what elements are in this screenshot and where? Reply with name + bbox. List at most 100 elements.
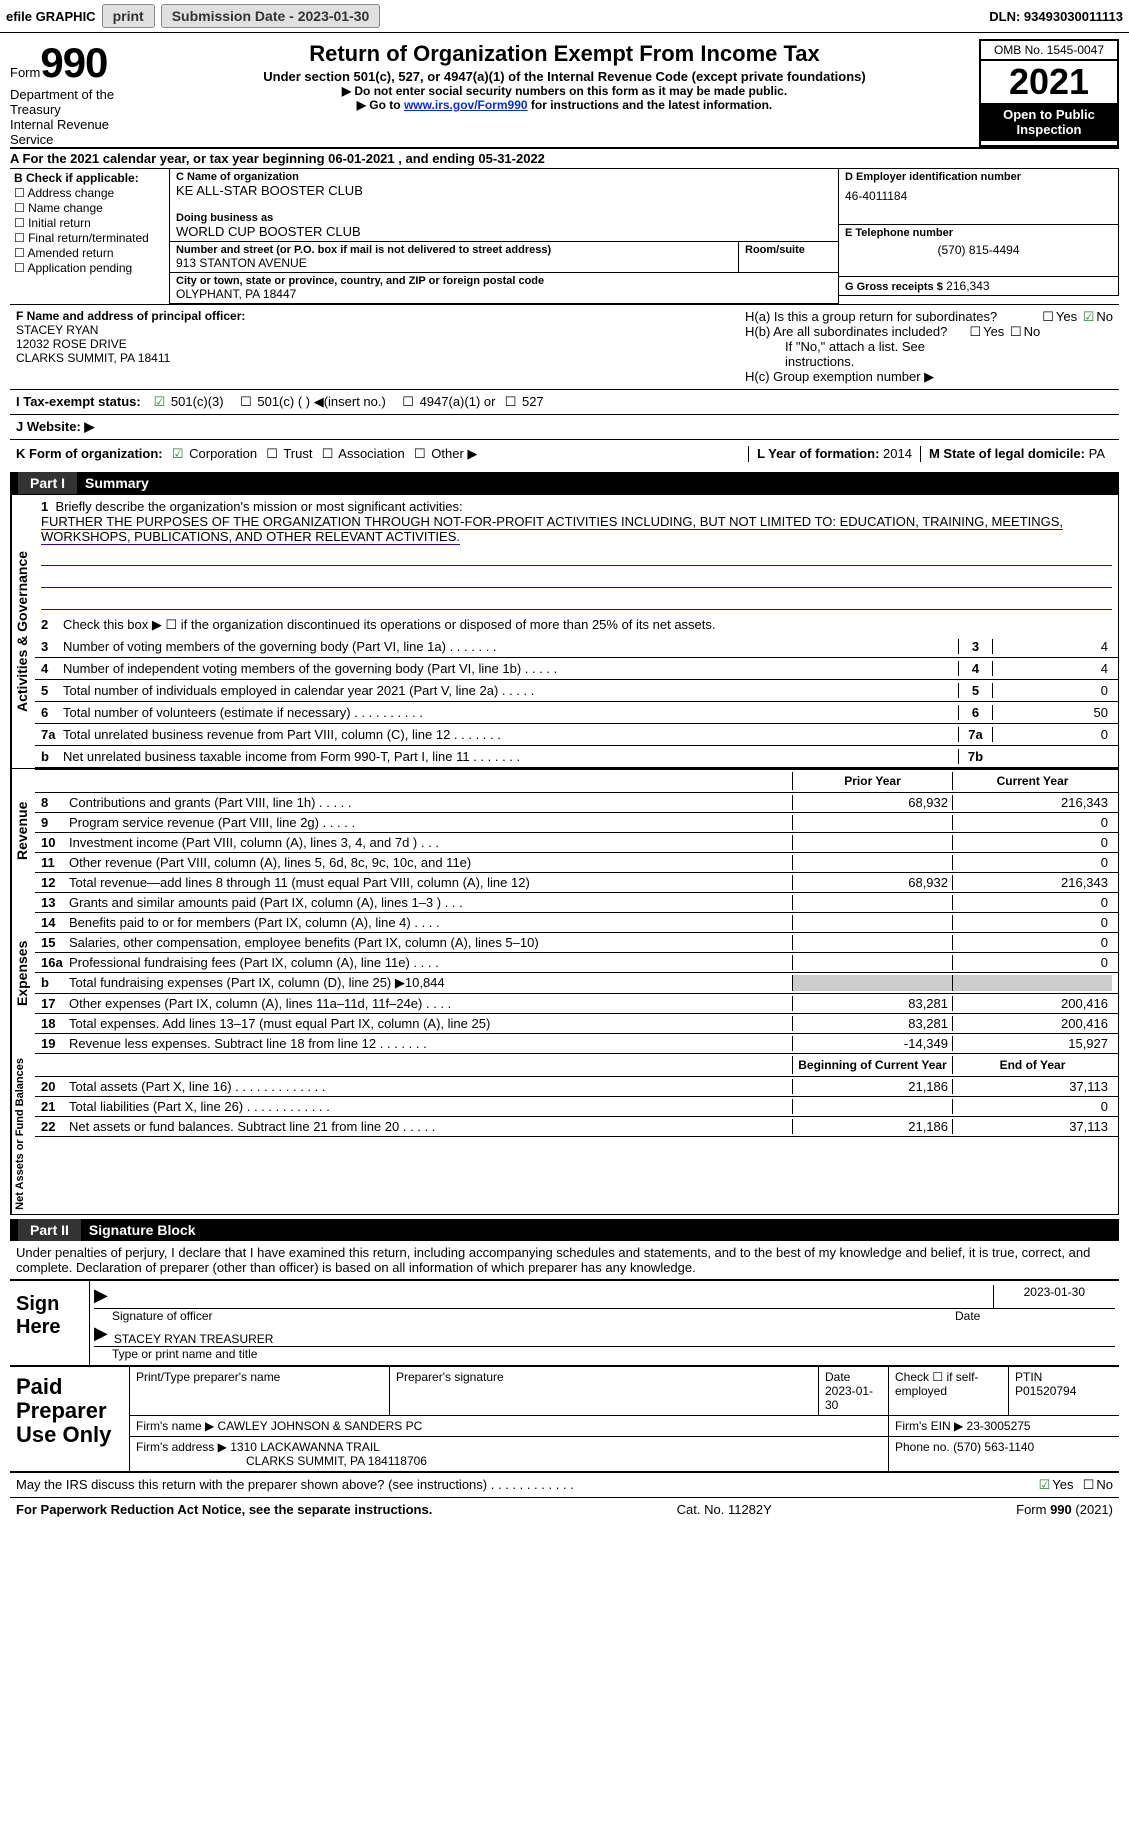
period-row: A For the 2021 calendar year, or tax yea… [10, 147, 1119, 169]
chk-trust[interactable] [264, 446, 280, 461]
firm-addr1: 1310 LACKAWANNA TRAIL [230, 1440, 380, 1454]
col-h: H(a) Is this a group return for subordin… [739, 305, 1119, 389]
print-button[interactable]: print [102, 4, 155, 28]
governance-vert-label: Activities & Governance [11, 495, 35, 768]
dept-label: Department of the Treasury Internal Reve… [10, 87, 140, 147]
main-title: Return of Organization Exempt From Incom… [150, 41, 979, 67]
self-emp-check[interactable]: Check ☐ if self-employed [889, 1367, 1009, 1415]
line-13: 13Grants and similar amounts paid (Part … [35, 893, 1118, 913]
form-header: Form990 Department of the Treasury Inter… [10, 39, 1119, 147]
line-9: 9Program service revenue (Part VIII, lin… [35, 813, 1118, 833]
chk-final[interactable]: Final return/terminated [14, 231, 165, 245]
date-label: Date [955, 1309, 1115, 1323]
begin-year-header: Beginning of Current Year [792, 1056, 952, 1074]
firm-name: CAWLEY JOHNSON & SANDERS PC [218, 1419, 423, 1433]
chk-amended[interactable]: Amended return [14, 246, 165, 260]
netassets-vert-label: Net Assets or Fund Balances [11, 1054, 35, 1214]
hb-no[interactable] [1008, 324, 1024, 339]
governance-section: Activities & Governance 1 Briefly descri… [10, 494, 1119, 769]
discuss-text: May the IRS discuss this return with the… [16, 1477, 1037, 1493]
line-11: 11Other revenue (Part VIII, column (A), … [35, 853, 1118, 873]
footer-right: Form 990 (2021) [1016, 1502, 1113, 1517]
paid-preparer-block: Paid Preparer Use Only Print/Type prepar… [10, 1365, 1119, 1473]
line-14: 14Benefits paid to or for members (Part … [35, 913, 1118, 933]
ha-yes[interactable] [1040, 309, 1056, 324]
col-b: B Check if applicable: Address change Na… [10, 169, 170, 304]
chk-4947[interactable] [400, 394, 416, 409]
chk-assoc[interactable] [320, 446, 336, 461]
prior-year-header: Prior Year [792, 772, 952, 790]
ptin-value: P01520794 [1015, 1384, 1076, 1398]
current-year-header: Current Year [952, 772, 1112, 790]
chk-initial[interactable]: Initial return [14, 216, 165, 230]
line-18: 18Total expenses. Add lines 13–17 (must … [35, 1014, 1118, 1034]
page-footer: For Paperwork Reduction Act Notice, see … [10, 1498, 1119, 1521]
tax-status-row: I Tax-exempt status: 501(c)(3) 501(c) ( … [10, 389, 1119, 414]
l-label: L Year of formation: [757, 446, 879, 461]
chk-corp[interactable] [170, 446, 186, 461]
top-toolbar: efile GRAPHIC print Submission Date - 20… [0, 0, 1129, 33]
summary-line-5: 5Total number of individuals employed in… [35, 680, 1118, 702]
chk-501c[interactable] [238, 394, 254, 409]
sign-here-block: Sign Here ▶2023-01-30 Signature of offic… [10, 1279, 1119, 1365]
chk-other[interactable] [412, 446, 428, 461]
line-12: 12Total revenue—add lines 8 through 11 (… [35, 873, 1118, 893]
officer-addr2: CLARKS SUMMIT, PA 18411 [16, 351, 733, 365]
discuss-no[interactable] [1081, 1477, 1097, 1492]
prep-date: 2023-01-30 [825, 1384, 873, 1412]
type-name-label: Type or print name and title [94, 1347, 1115, 1361]
part1-num: Part I [18, 472, 77, 494]
end-year-header: End of Year [952, 1056, 1112, 1074]
chk-address[interactable]: Address change [14, 186, 165, 200]
line-b: bTotal fundraising expenses (Part IX, co… [35, 973, 1118, 994]
dba-label: Doing business as [176, 212, 832, 224]
hb-note: If "No," attach a list. See instructions… [745, 339, 1113, 369]
line-15: 15Salaries, other compensation, employee… [35, 933, 1118, 953]
prep-sig-label: Preparer's signature [396, 1370, 504, 1384]
website-row: J Website: ▶ [10, 414, 1119, 439]
irs-discuss-row: May the IRS discuss this return with the… [10, 1473, 1119, 1498]
c-name-label: C Name of organization [176, 171, 832, 183]
expenses-section: Expenses 13Grants and similar amounts pa… [10, 893, 1119, 1054]
k-label: K Form of organization: [16, 446, 163, 461]
netassets-section: Net Assets or Fund Balances Beginning of… [10, 1054, 1119, 1215]
k-row: K Form of organization: Corporation Trus… [10, 439, 1119, 468]
line-17: 17Other expenses (Part IX, column (A), l… [35, 994, 1118, 1014]
summary-line-7a: 7aTotal unrelated business revenue from … [35, 724, 1118, 746]
col-d: D Employer identification number 46-4011… [839, 169, 1119, 304]
hb-yes[interactable] [967, 324, 983, 339]
chk-pending[interactable]: Application pending [14, 261, 165, 275]
mission-block: 1 Briefly describe the organization's mi… [35, 495, 1118, 614]
mission-text: FURTHER THE PURPOSES OF THE ORGANIZATION… [41, 514, 1063, 545]
line-20: 20Total assets (Part X, line 16) . . . .… [35, 1077, 1118, 1097]
submission-date-button[interactable]: Submission Date - 2023-01-30 [161, 4, 381, 28]
gross-label: G Gross receipts $ [845, 281, 943, 293]
note-ssn: ▶ Do not enter social security numbers o… [150, 84, 979, 98]
note-link: ▶ Go to www.irs.gov/Form990 for instruct… [150, 98, 979, 112]
omb-number: OMB No. 1545-0047 [981, 41, 1117, 61]
part2-header: Part IISignature Block [10, 1219, 1119, 1241]
efile-label: efile GRAPHIC [6, 9, 96, 24]
ha-no[interactable] [1081, 309, 1097, 324]
dln-label: DLN: 93493030011113 [989, 9, 1123, 24]
ein-label: D Employer identification number [845, 171, 1112, 183]
sig-officer-label: Signature of officer [94, 1309, 955, 1323]
discuss-yes[interactable] [1037, 1477, 1053, 1492]
org-name: KE ALL-STAR BOOSTER CLUB [176, 183, 832, 198]
addr-label: Number and street (or P.O. box if mail i… [176, 244, 732, 256]
chk-501c3[interactable] [152, 394, 168, 409]
col-c: C Name of organization KE ALL-STAR BOOST… [170, 169, 839, 304]
perjury-text: Under penalties of perjury, I declare th… [10, 1241, 1119, 1279]
dba-name: WORLD CUP BOOSTER CLUB [176, 224, 832, 239]
hb-label: H(b) Are all subordinates included? [745, 324, 947, 339]
form-label: Form [10, 65, 40, 80]
chk-name[interactable]: Name change [14, 201, 165, 215]
line2-text: Check this box ▶ ☐ if the organization d… [63, 617, 1112, 633]
irs-link[interactable]: www.irs.gov/Form990 [404, 98, 528, 112]
ein-value: 46-4011184 [845, 183, 1112, 209]
city-value: OLYPHANT, PA 18447 [176, 287, 832, 301]
j-label: J Website: ▶ [16, 419, 94, 434]
firm-ein: 23-3005275 [967, 1419, 1031, 1433]
officer-name: STACEY RYAN [16, 323, 733, 337]
chk-527[interactable] [503, 394, 519, 409]
